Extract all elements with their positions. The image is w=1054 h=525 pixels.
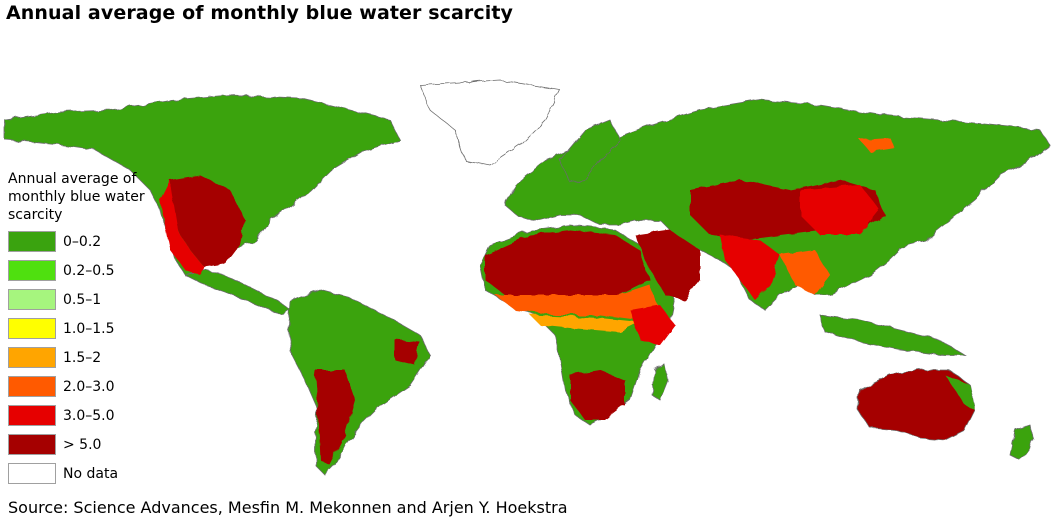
legend-title: Annual average of monthly blue water sca… [8,171,145,223]
scarcity-zone-australia-coast [945,375,975,410]
scarcity-zone-north-america [165,175,245,268]
legend-item: 3.0–5.0 [8,401,158,430]
new-zealand [1009,424,1036,461]
legend-label: No data [63,465,119,482]
legend-swatch [8,289,56,310]
central-america [183,269,291,316]
legend-item: 0–0.2 [8,227,158,256]
legend-item: 1.5–2 [8,343,158,372]
legend-label: 2.0–3.0 [63,378,115,395]
legend-item: 1.0–1.5 [8,314,158,343]
scarcity-zone-southern-africa [570,370,625,420]
australia [857,369,976,441]
legend-swatch [8,405,56,426]
scarcity-zone-east-africa [630,305,675,345]
scarcity-zone-north-america-edge [160,180,205,275]
scarcity-zone-arabia [635,230,700,300]
legend-label: 1.0–1.5 [63,320,115,337]
scarcity-zone-south-america-east [395,340,420,365]
legend-swatch [8,347,56,368]
legend: Annual average of monthly blue water sca… [8,170,158,488]
world-map [4,79,1051,476]
greenland [419,79,561,166]
madagascar [651,364,669,401]
legend-item: > 5.0 [8,430,158,459]
legend-label: 0.2–0.5 [63,262,115,279]
scarcity-zone-sahara [485,230,650,295]
legend-label: > 5.0 [63,436,102,453]
legend-swatch [8,231,56,252]
legend-label: 1.5–2 [63,349,102,366]
scarcity-zone-southeast-asia [780,250,830,295]
legend-label: 3.0–5.0 [63,407,115,424]
scandinavia [559,119,621,183]
legend-label: 0–0.2 [63,233,102,250]
south-america [287,289,431,476]
scarcity-zone-china [800,185,880,235]
legend-item: No data [8,459,158,488]
legend-item: 0.2–0.5 [8,256,158,285]
legend-label: 0.5–1 [63,291,102,308]
scarcity-zone-india [720,235,780,300]
legend-item: 2.0–3.0 [8,372,158,401]
legend-swatch [8,318,56,339]
legend-swatch [8,260,56,281]
legend-swatch [8,376,56,397]
legend-swatch [8,434,56,455]
map-title: Annual average of monthly blue water sca… [6,2,514,24]
scarcity-zone-sahel [495,285,660,320]
legend-swatch [8,463,56,484]
scarcity-zone-sahel-yellow [530,315,640,332]
southeast-asia [819,314,967,356]
source-caption: Source: Science Advances, Mesfin M. Meko… [8,498,568,517]
legend-item: 0.5–1 [8,285,158,314]
scarcity-zone-south-america [315,370,355,465]
scarcity-zone-siberia [860,138,895,152]
